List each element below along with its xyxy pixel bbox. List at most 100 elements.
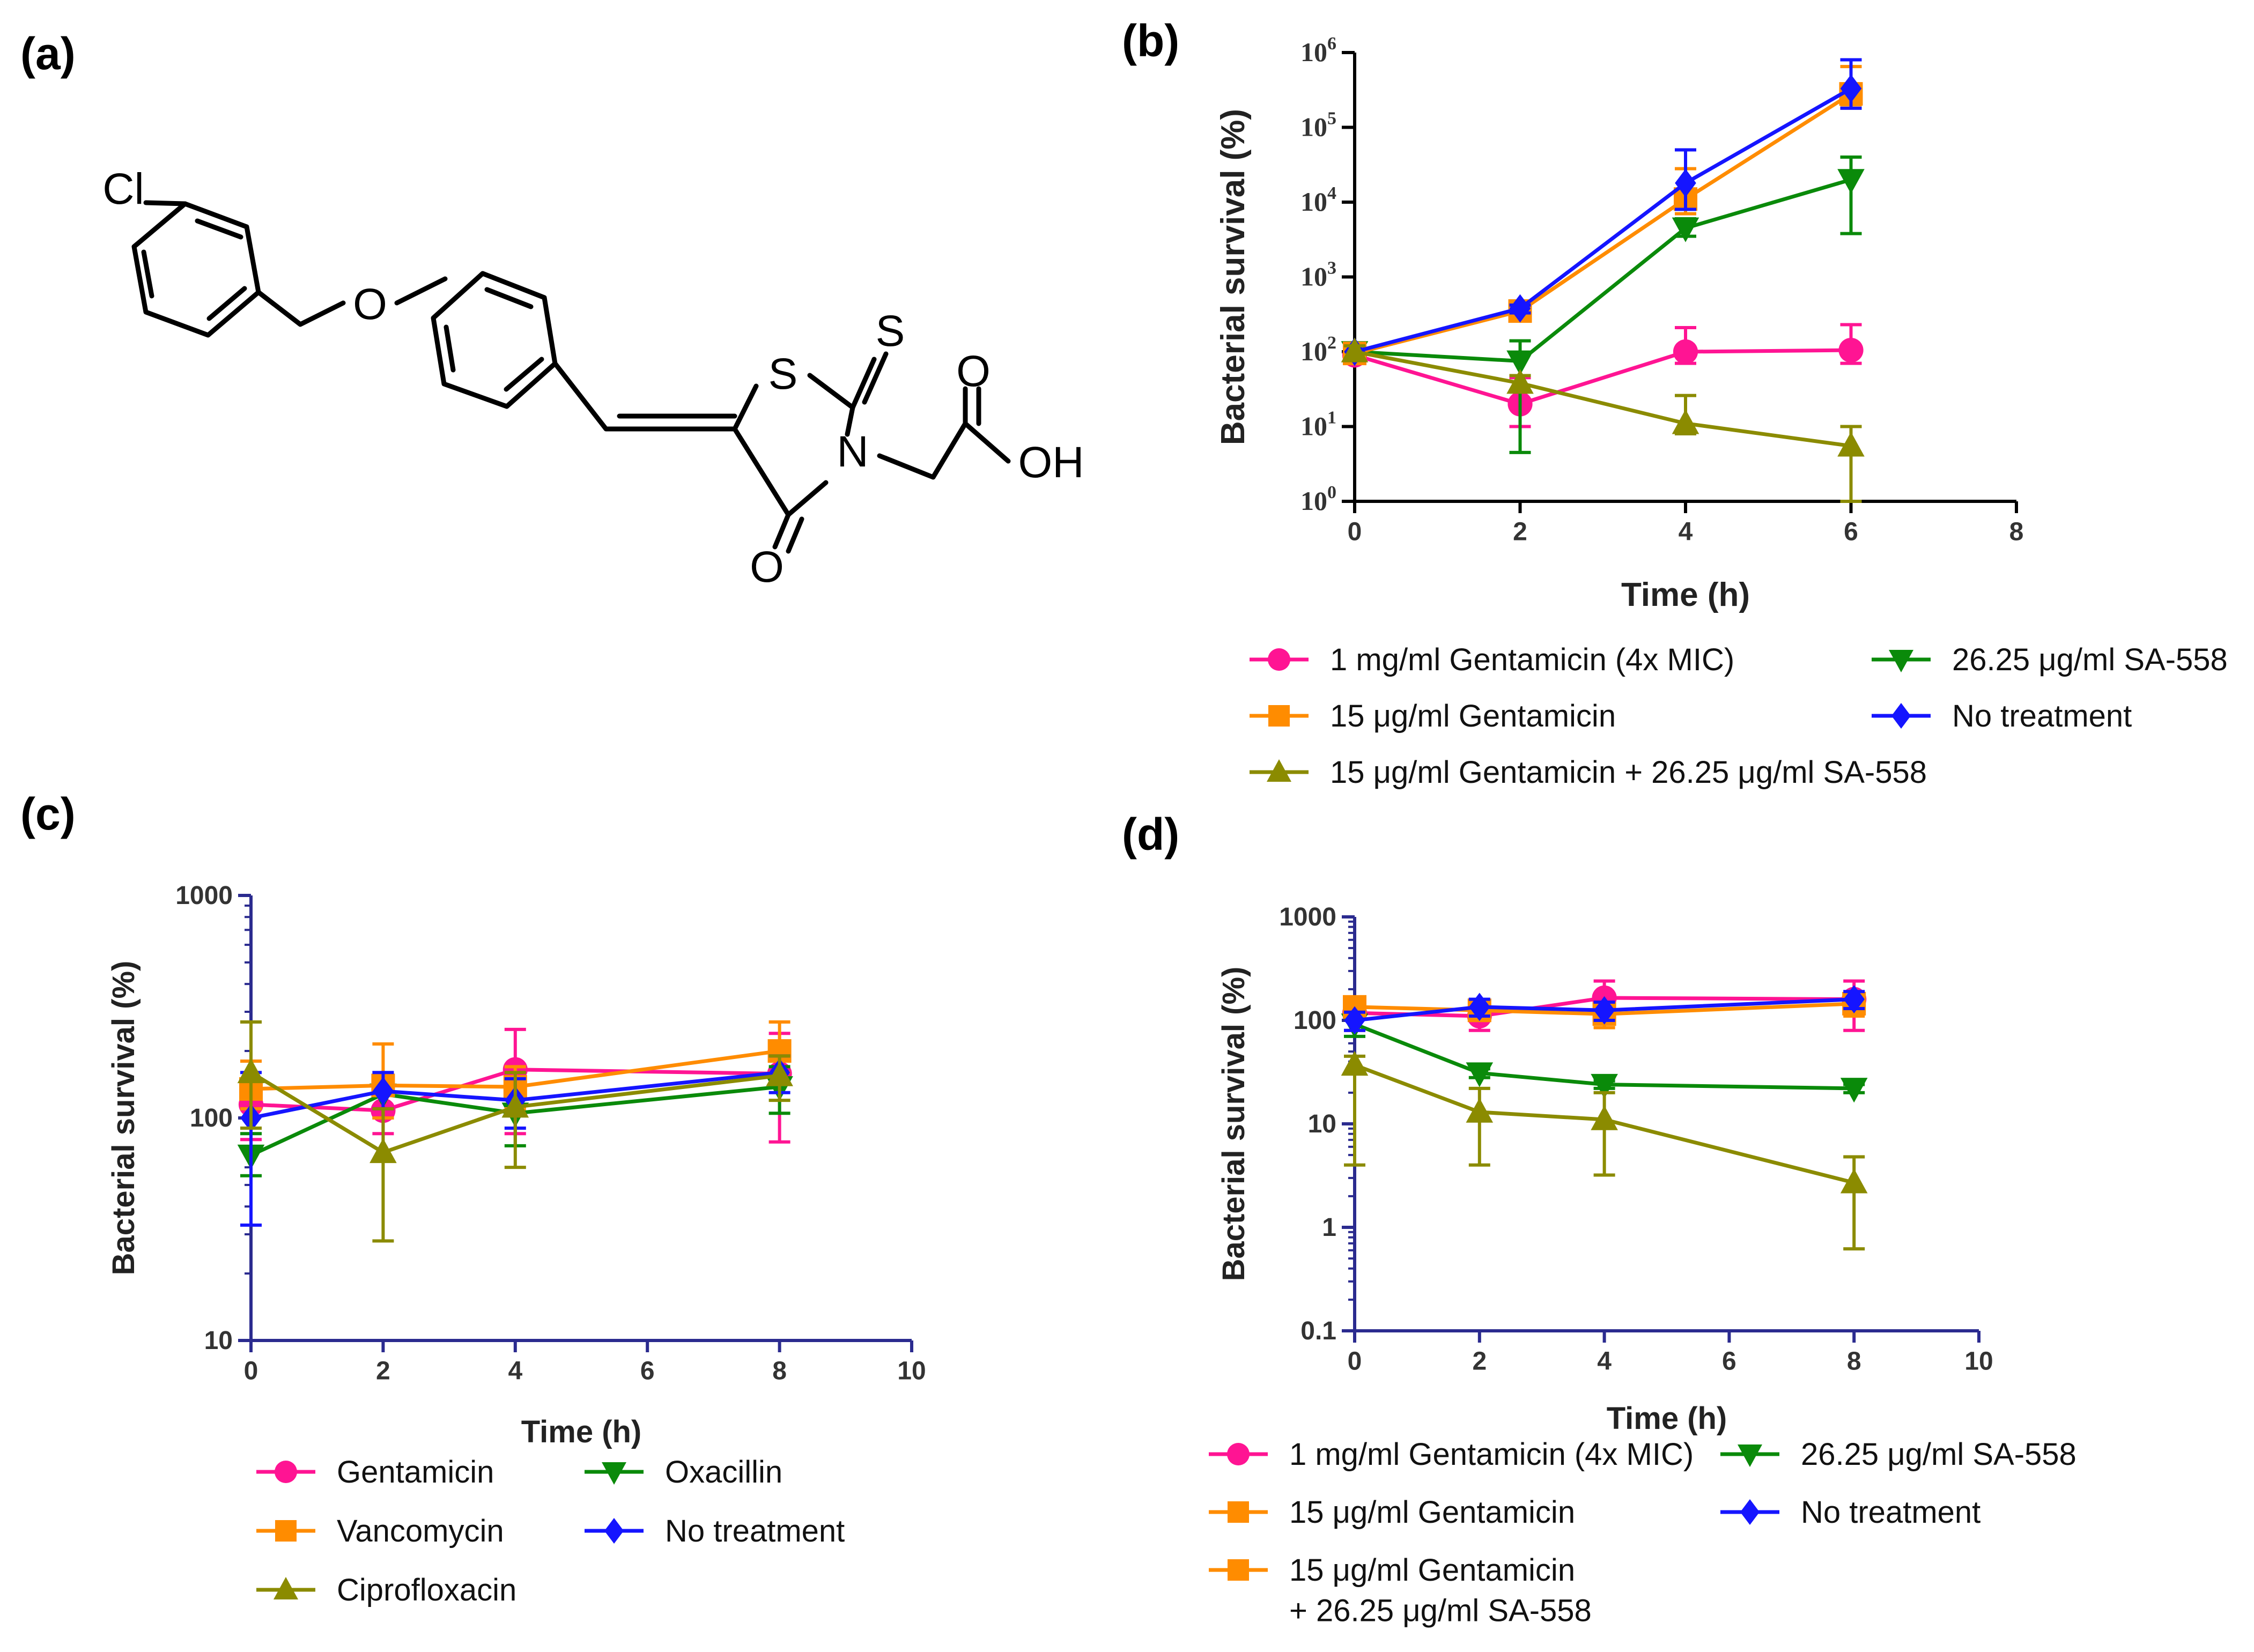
legend-label: Ciprofloxacin (337, 1573, 516, 1607)
data-point (369, 1138, 397, 1164)
x-tick-label: 0 (244, 1357, 258, 1385)
data-point (1591, 1105, 1618, 1130)
legend-key-marker (1738, 1444, 1762, 1467)
legend-key-marker (275, 1461, 297, 1483)
data-point (1344, 1006, 1365, 1035)
series-line (1354, 350, 1851, 448)
data-point (501, 1093, 529, 1118)
atom-thione-sulfur: S (876, 307, 905, 355)
oxygen-aryl-bond (394, 276, 448, 306)
legend: 1 mg/ml Gentamicin (4x MIC) 26.25 μg/ml S… (1209, 1437, 2076, 1628)
y-axis-label: Bacterial survival (%) (1216, 967, 1251, 1281)
data-point (1840, 74, 1862, 103)
atom-ring-sulfur: S (768, 350, 798, 398)
x-tick-label: 8 (772, 1357, 787, 1385)
benzyl-ch2-bonds (256, 290, 346, 327)
x-tick-label: 2 (376, 1357, 390, 1385)
y-tick-label: 103 (1300, 258, 1336, 292)
y-tick-label: 106 (1300, 34, 1336, 67)
data-point (1672, 409, 1699, 434)
series-line (1354, 348, 1851, 406)
carbonyl-double-bond (772, 512, 804, 554)
phenoxy-ring (431, 271, 558, 409)
legend-key-marker (1267, 759, 1291, 782)
y-tick-label: 1 (1322, 1213, 1336, 1242)
data-point (372, 1077, 394, 1106)
x-tick-label: 4 (1679, 517, 1693, 546)
series-line (1354, 1063, 1855, 1185)
legend-label: 15 μg/ml Gentamicin + 26.25 μg/ml SA-558 (1330, 755, 1927, 790)
data-point (1675, 168, 1696, 197)
x-tick-label: 0 (1348, 517, 1362, 546)
series-line (1354, 997, 1854, 1023)
atom-chlorine: Cl (102, 165, 144, 213)
x-axis-label: Time (h) (521, 1414, 642, 1449)
y-tick-label: 100 (1294, 1006, 1336, 1035)
x-tick-label: 6 (640, 1357, 655, 1385)
data-point (1506, 350, 1534, 375)
legend-key-marker (1889, 650, 1913, 672)
chart-d: 0 2 4 6 8 10 0.1 1 10 100 1000 Time (h) Bacterial su… (1209, 903, 2076, 1628)
chemical-structure (131, 200, 1011, 554)
data-point (1466, 1098, 1494, 1123)
chart-b: 0 2 4 6 8 100 101 102 103 104 105 106 Time (h) Bacter… (1215, 34, 2228, 790)
series-No treatment (1344, 58, 1862, 366)
series-line (250, 1049, 780, 1091)
legend-label: 26.25 μg/ml SA-558 (1952, 642, 2228, 677)
atom-nitrogen: N (837, 427, 868, 476)
series-No treatment (1344, 985, 1865, 1035)
atom-carbonyl-oxygen: O (750, 543, 784, 591)
y-tick-label: 102 (1300, 333, 1336, 366)
panel-label-a: (a) (20, 28, 76, 79)
x-tick-label: 8 (1847, 1347, 1861, 1375)
data-point (1672, 217, 1699, 242)
series-1 mg/ml Gentamicin (4x MIC) (1342, 323, 1864, 428)
x-tick-label: 4 (508, 1357, 522, 1385)
chart-c: 0 2 4 6 8 10 10 100 1000 Time (h) Bacterial surviv… (106, 881, 926, 1607)
panel-label-c: (c) (20, 789, 76, 839)
panel-label-d: (d) (1122, 809, 1180, 860)
data-point (1840, 1078, 1868, 1103)
atom-acid-oxygen: O (956, 347, 991, 396)
exocyclic-double-bond (552, 361, 737, 432)
x-axis-label: Time (h) (1621, 576, 1750, 613)
legend-key-marker (604, 1518, 624, 1544)
chlorobenzyl-ring (131, 201, 261, 338)
legend-label: Oxacillin (665, 1455, 782, 1490)
legend: Gentamicin Oxacillin Vancomycin No treatmen… (256, 1455, 845, 1607)
legend-label: Vancomycin (337, 1514, 504, 1549)
atom-hydroxyl: OH (1018, 438, 1084, 487)
x-tick-label: 0 (1348, 1347, 1362, 1375)
data-point (1506, 369, 1534, 394)
series-15 μg/ml Gentamicin (1343, 65, 1863, 366)
data-point (1840, 1168, 1868, 1194)
legend-label: 15 μg/ml Gentamicin (1330, 699, 1616, 734)
x-axis-label: Time (h) (1607, 1401, 1727, 1436)
series-line (250, 1085, 780, 1157)
data-point (1837, 169, 1865, 194)
y-tick-label: 104 (1300, 183, 1336, 217)
data-point (237, 1058, 265, 1084)
atom-ether-oxygen: O (353, 280, 387, 329)
y-tick-label: 1000 (175, 881, 233, 910)
y-axis-label: Bacterial survival (%) (106, 961, 141, 1276)
legend-label: No treatment (1801, 1495, 1980, 1530)
x-tick-label: 4 (1597, 1347, 1612, 1375)
y-axis-label: Bacterial survival (%) (1215, 109, 1252, 445)
legend-label: 26.25 μg/ml SA-558 (1801, 1437, 2076, 1472)
legend-key-marker (1268, 705, 1290, 727)
legend-key-marker (1268, 648, 1290, 671)
series-15 μg/ml Gentamicin + 26.25 μg/ml SA-558 (1341, 337, 1865, 503)
y-tick-label: 0.1 (1300, 1317, 1336, 1345)
thione-double-bond (850, 351, 889, 410)
legend-key-marker (1740, 1499, 1760, 1525)
chloro-bond (143, 200, 188, 206)
x-tick-label: 10 (897, 1357, 926, 1385)
y-tick-label: 1000 (1279, 903, 1336, 931)
data-point (1838, 337, 1864, 363)
x-tick-label: 6 (1722, 1347, 1736, 1375)
acetic-acid-bonds (877, 386, 1011, 480)
y-tick-label: 100 (1300, 483, 1336, 516)
data-point (1673, 339, 1698, 365)
